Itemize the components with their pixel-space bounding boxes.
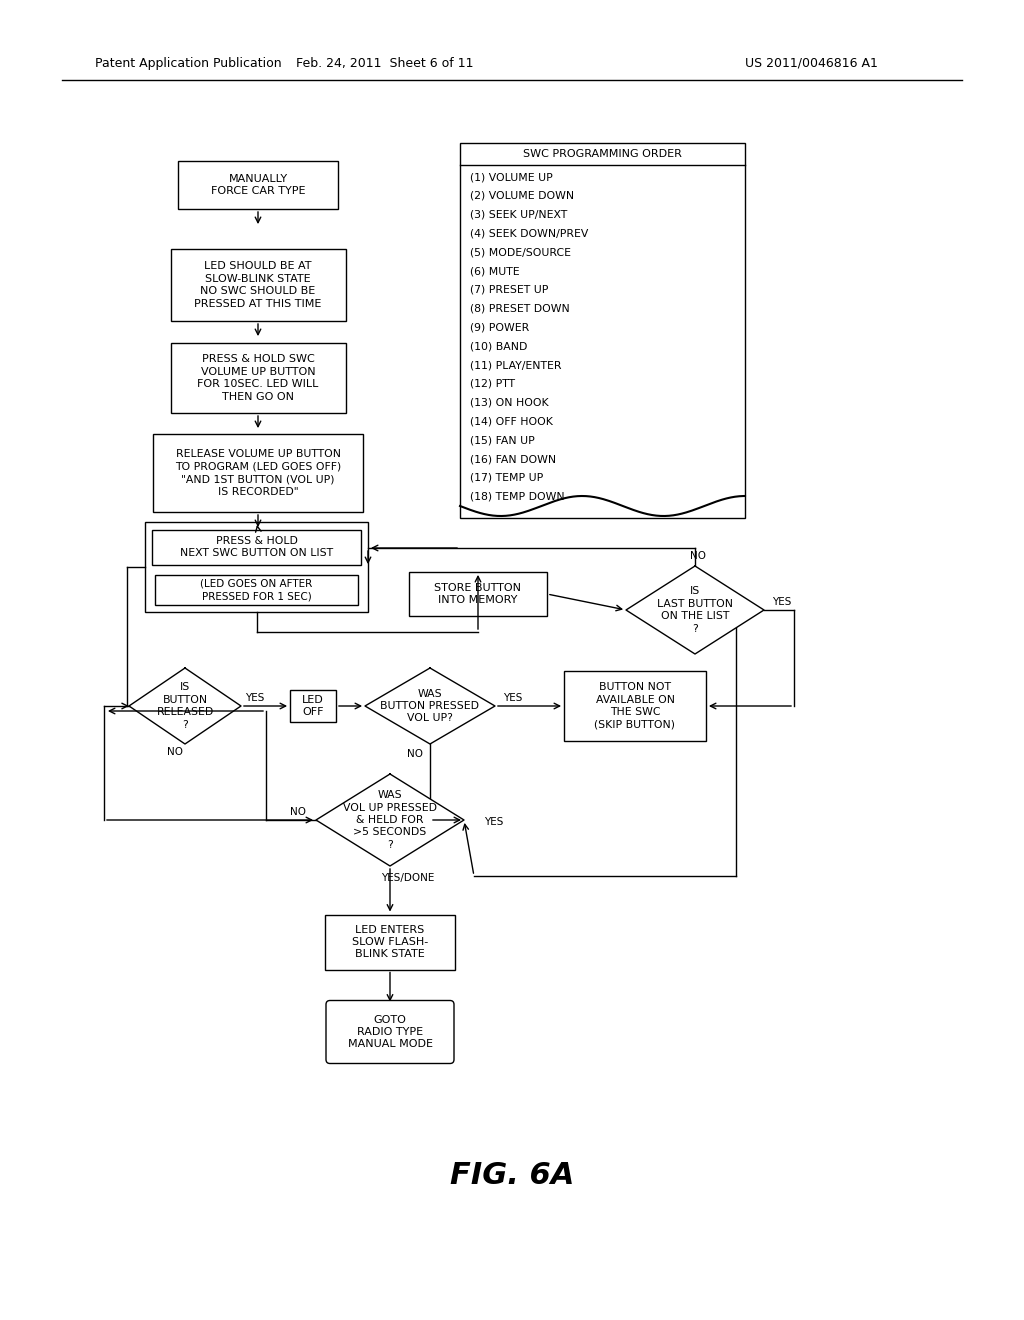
Text: (6) MUTE: (6) MUTE — [470, 267, 519, 276]
Text: BUTTON NOT
AVAILABLE ON
THE SWC
(SKIP BUTTON): BUTTON NOT AVAILABLE ON THE SWC (SKIP BU… — [595, 682, 676, 730]
FancyBboxPatch shape — [155, 576, 358, 605]
Text: (LED GOES ON AFTER
PRESSED FOR 1 SEC): (LED GOES ON AFTER PRESSED FOR 1 SEC) — [201, 578, 312, 601]
Text: (18) TEMP DOWN: (18) TEMP DOWN — [470, 491, 564, 502]
Polygon shape — [316, 774, 464, 866]
Text: RELEASE VOLUME UP BUTTON
TO PROGRAM (LED GOES OFF)
"AND 1ST BUTTON (VOL UP)
IS R: RELEASE VOLUME UP BUTTON TO PROGRAM (LED… — [175, 449, 341, 496]
Text: (15) FAN UP: (15) FAN UP — [470, 436, 535, 445]
Text: LED ENTERS
SLOW FLASH-
BLINK STATE: LED ENTERS SLOW FLASH- BLINK STATE — [352, 924, 428, 960]
Text: STORE BUTTON
INTO MEMORY: STORE BUTTON INTO MEMORY — [434, 583, 521, 605]
Text: NO: NO — [167, 747, 183, 756]
Text: LED
OFF: LED OFF — [302, 694, 324, 717]
Text: US 2011/0046816 A1: US 2011/0046816 A1 — [745, 57, 878, 70]
Text: YES: YES — [504, 693, 522, 704]
Text: FIG. 6A: FIG. 6A — [450, 1160, 574, 1189]
FancyBboxPatch shape — [564, 671, 706, 741]
Text: (17) TEMP UP: (17) TEMP UP — [470, 473, 544, 483]
Text: (12) PTT: (12) PTT — [470, 379, 515, 389]
FancyBboxPatch shape — [460, 143, 745, 517]
Text: NO: NO — [407, 748, 423, 759]
Text: Patent Application Publication: Patent Application Publication — [95, 57, 282, 70]
FancyBboxPatch shape — [145, 521, 368, 612]
Text: (9) POWER: (9) POWER — [470, 322, 529, 333]
Text: (8) PRESET DOWN: (8) PRESET DOWN — [470, 304, 569, 314]
Text: YES: YES — [246, 693, 264, 704]
Text: SWC PROGRAMMING ORDER: SWC PROGRAMMING ORDER — [523, 149, 682, 158]
Polygon shape — [626, 566, 764, 653]
FancyBboxPatch shape — [171, 249, 345, 321]
Text: NO: NO — [690, 550, 706, 561]
Text: IS
BUTTON
RELEASED
?: IS BUTTON RELEASED ? — [157, 682, 214, 730]
Text: MANUALLY
FORCE CAR TYPE: MANUALLY FORCE CAR TYPE — [211, 174, 305, 197]
FancyBboxPatch shape — [152, 529, 361, 565]
Text: YES: YES — [772, 597, 792, 607]
Text: Feb. 24, 2011  Sheet 6 of 11: Feb. 24, 2011 Sheet 6 of 11 — [296, 57, 474, 70]
Text: (5) MODE/SOURCE: (5) MODE/SOURCE — [470, 247, 571, 257]
FancyBboxPatch shape — [290, 690, 336, 722]
Text: IS
LAST BUTTON
ON THE LIST
?: IS LAST BUTTON ON THE LIST ? — [657, 586, 733, 634]
FancyBboxPatch shape — [325, 915, 455, 969]
Text: (13) ON HOOK: (13) ON HOOK — [470, 397, 549, 408]
Polygon shape — [365, 668, 495, 744]
FancyBboxPatch shape — [326, 1001, 454, 1064]
Text: NO: NO — [290, 807, 306, 817]
Text: YES: YES — [484, 817, 504, 828]
FancyBboxPatch shape — [171, 343, 345, 413]
Text: (2) VOLUME DOWN: (2) VOLUME DOWN — [470, 191, 574, 201]
Text: (14) OFF HOOK: (14) OFF HOOK — [470, 416, 553, 426]
Text: YES/DONE: YES/DONE — [381, 873, 434, 883]
Text: PRESS & HOLD
NEXT SWC BUTTON ON LIST: PRESS & HOLD NEXT SWC BUTTON ON LIST — [180, 536, 333, 558]
Text: (7) PRESET UP: (7) PRESET UP — [470, 285, 549, 294]
FancyBboxPatch shape — [153, 434, 362, 512]
FancyBboxPatch shape — [409, 572, 547, 616]
Text: (4) SEEK DOWN/PREV: (4) SEEK DOWN/PREV — [470, 228, 589, 239]
Text: (11) PLAY/ENTER: (11) PLAY/ENTER — [470, 360, 561, 370]
Text: GOTO
RADIO TYPE
MANUAL MODE: GOTO RADIO TYPE MANUAL MODE — [347, 1015, 432, 1049]
Polygon shape — [129, 668, 241, 744]
Text: (3) SEEK UP/NEXT: (3) SEEK UP/NEXT — [470, 210, 567, 219]
Text: (10) BAND: (10) BAND — [470, 341, 527, 351]
Text: PRESS & HOLD SWC
VOLUME UP BUTTON
FOR 10SEC. LED WILL
THEN GO ON: PRESS & HOLD SWC VOLUME UP BUTTON FOR 10… — [198, 354, 318, 401]
FancyBboxPatch shape — [178, 161, 338, 209]
Text: (16) FAN DOWN: (16) FAN DOWN — [470, 454, 556, 465]
Text: WAS
BUTTON PRESSED
VOL UP?: WAS BUTTON PRESSED VOL UP? — [381, 689, 479, 723]
Text: WAS
VOL UP PRESSED
& HELD FOR
>5 SECONDS
?: WAS VOL UP PRESSED & HELD FOR >5 SECONDS… — [343, 791, 437, 850]
Text: LED SHOULD BE AT
SLOW-BLINK STATE
NO SWC SHOULD BE
PRESSED AT THIS TIME: LED SHOULD BE AT SLOW-BLINK STATE NO SWC… — [195, 261, 322, 309]
Text: (1) VOLUME UP: (1) VOLUME UP — [470, 172, 553, 182]
